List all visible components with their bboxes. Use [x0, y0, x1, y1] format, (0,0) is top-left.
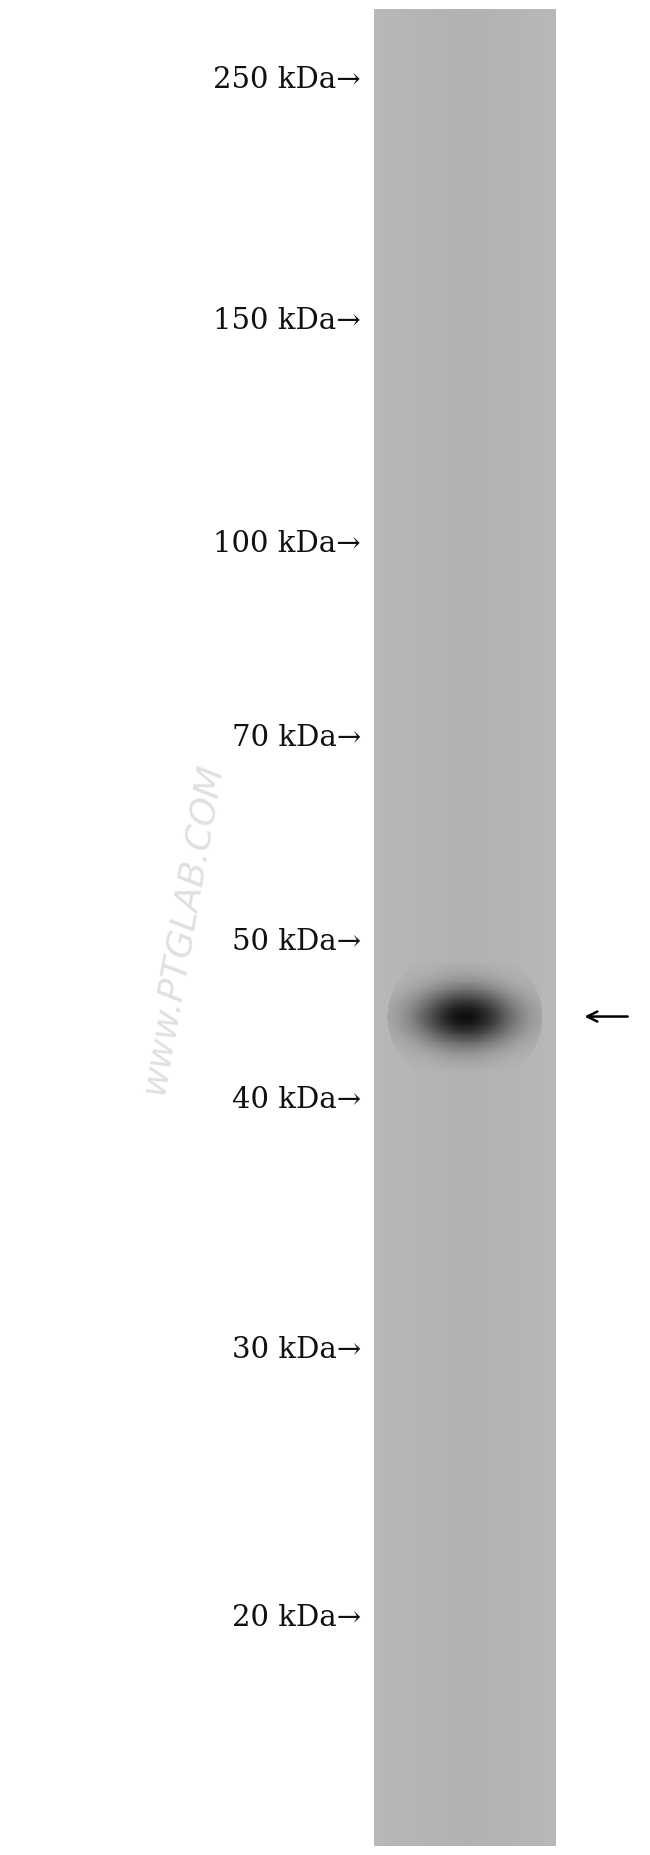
Bar — [436, 9, 438, 1846]
Bar — [521, 9, 525, 1846]
Bar — [533, 9, 536, 1846]
Bar — [392, 9, 395, 1846]
Bar — [383, 9, 385, 1846]
Bar — [376, 9, 379, 1846]
Bar — [447, 9, 449, 1846]
Bar — [538, 9, 540, 1846]
Bar — [410, 9, 413, 1846]
Bar — [445, 9, 447, 1846]
Bar — [510, 9, 514, 1846]
Bar — [551, 9, 554, 1846]
Bar — [403, 9, 406, 1846]
Bar — [428, 9, 431, 1846]
Bar — [503, 9, 506, 1846]
Bar — [494, 9, 497, 1846]
Bar — [508, 9, 511, 1846]
Text: www.PTGLAB.COM: www.PTGLAB.COM — [136, 759, 228, 1096]
Bar — [426, 9, 429, 1846]
Bar — [456, 9, 458, 1846]
Bar — [542, 9, 545, 1846]
Bar — [515, 9, 517, 1846]
Text: 250 kDa→: 250 kDa→ — [213, 65, 361, 95]
Bar — [396, 9, 399, 1846]
Bar — [415, 9, 417, 1846]
Bar — [433, 9, 436, 1846]
Bar — [465, 9, 467, 1846]
Bar — [553, 9, 556, 1846]
Text: 100 kDa→: 100 kDa→ — [213, 529, 361, 558]
Bar — [544, 9, 547, 1846]
Bar — [490, 9, 493, 1846]
Text: 150 kDa→: 150 kDa→ — [213, 306, 361, 336]
Bar — [460, 9, 463, 1846]
Bar — [389, 9, 393, 1846]
Bar — [442, 9, 445, 1846]
Text: 50 kDa→: 50 kDa→ — [231, 928, 361, 957]
Bar — [481, 9, 484, 1846]
Bar — [424, 9, 426, 1846]
Bar — [437, 9, 440, 1846]
Bar — [439, 9, 443, 1846]
Bar — [421, 9, 424, 1846]
Bar — [374, 9, 376, 1846]
Bar — [478, 9, 481, 1846]
Bar — [499, 9, 502, 1846]
Bar — [380, 9, 384, 1846]
Bar — [448, 9, 452, 1846]
Bar — [469, 9, 472, 1846]
Bar — [458, 9, 461, 1846]
Bar — [547, 9, 549, 1846]
Bar — [483, 9, 486, 1846]
Bar — [492, 9, 495, 1846]
Bar — [408, 9, 411, 1846]
Text: 70 kDa→: 70 kDa→ — [231, 723, 361, 753]
Bar — [485, 9, 488, 1846]
Bar — [430, 9, 434, 1846]
Text: 40 kDa→: 40 kDa→ — [231, 1085, 361, 1115]
Bar — [471, 9, 474, 1846]
Bar — [401, 9, 404, 1846]
Bar — [488, 9, 490, 1846]
Bar — [476, 9, 479, 1846]
Bar — [540, 9, 543, 1846]
Bar — [378, 9, 381, 1846]
Bar — [387, 9, 390, 1846]
Bar — [528, 9, 531, 1846]
Bar — [406, 9, 408, 1846]
Bar — [501, 9, 504, 1846]
Bar — [454, 9, 456, 1846]
Bar — [497, 9, 499, 1846]
Bar — [451, 9, 454, 1846]
Text: 30 kDa→: 30 kDa→ — [231, 1336, 361, 1365]
Bar — [524, 9, 526, 1846]
Bar — [394, 9, 397, 1846]
Bar — [412, 9, 415, 1846]
Bar — [467, 9, 470, 1846]
Bar — [506, 9, 508, 1846]
Bar — [463, 9, 465, 1846]
Bar — [549, 9, 552, 1846]
Bar — [385, 9, 388, 1846]
Bar — [512, 9, 515, 1846]
Bar — [519, 9, 522, 1846]
Bar — [530, 9, 534, 1846]
Bar — [517, 9, 520, 1846]
Text: 20 kDa→: 20 kDa→ — [231, 1603, 361, 1632]
Bar — [398, 9, 402, 1846]
Bar — [526, 9, 529, 1846]
Bar — [474, 9, 476, 1846]
Bar — [417, 9, 420, 1846]
Bar — [536, 9, 538, 1846]
Bar — [419, 9, 422, 1846]
